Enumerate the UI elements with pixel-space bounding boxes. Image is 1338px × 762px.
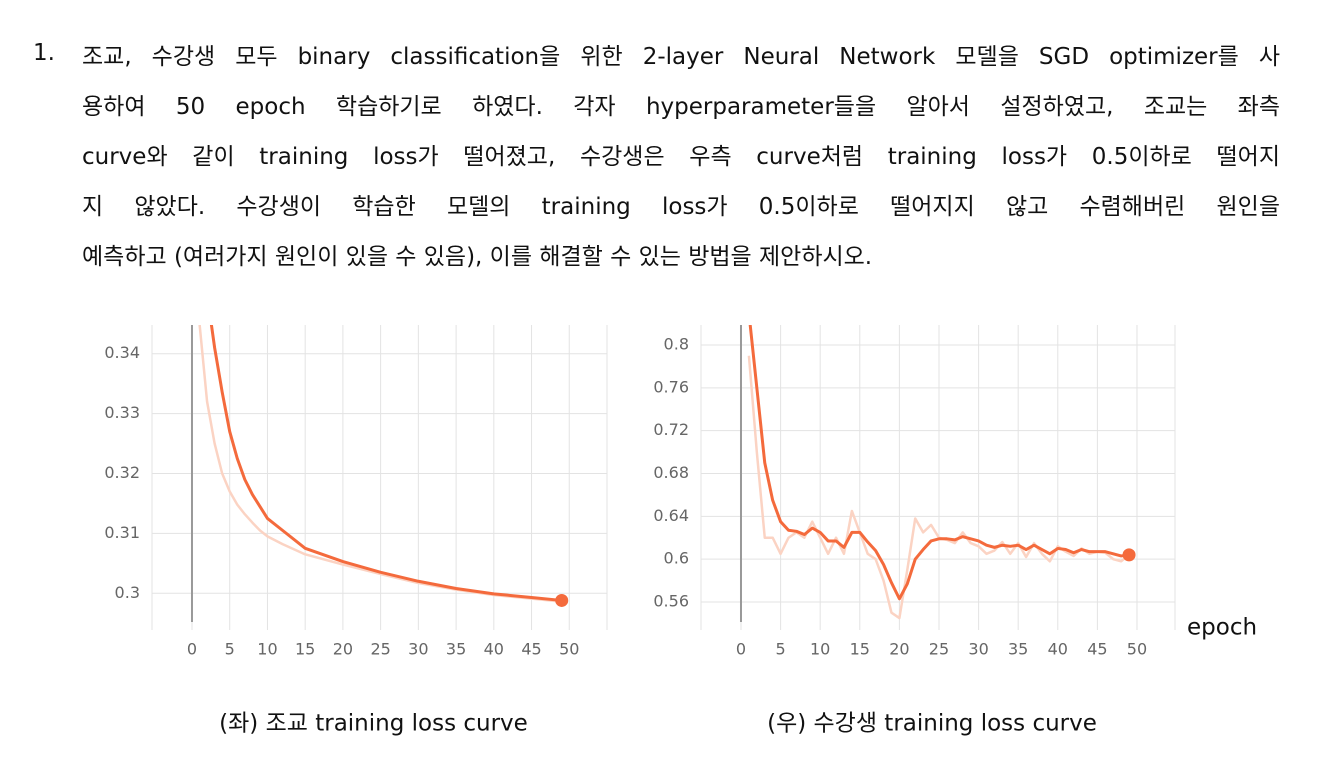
x-tick-label: 40	[484, 640, 504, 659]
x-tick-label: 45	[521, 640, 541, 659]
y-tick-label: 0.32	[104, 463, 140, 482]
x-tick-label: 15	[850, 640, 870, 659]
chart-caption: (우) 수강생 training loss curve	[767, 711, 1097, 737]
y-tick-label: 0.31	[104, 523, 140, 542]
y-tick-label: 0.33	[104, 403, 140, 422]
x-tick-label: 15	[295, 640, 315, 659]
x-tick-label: 20	[333, 640, 353, 659]
x-tick-label: 10	[257, 640, 277, 659]
x-tick-label: 30	[968, 640, 988, 659]
y-tick-label: 0.8	[664, 335, 689, 354]
y-tick-label: 0.3	[115, 583, 140, 602]
x-tick-label: 20	[889, 640, 909, 659]
x-tick-label: 50	[1127, 640, 1147, 659]
x-tick-label: 35	[1008, 640, 1028, 659]
end-marker	[555, 593, 569, 607]
y-tick-label: 0.6	[664, 549, 689, 568]
end-marker	[1122, 548, 1136, 562]
loss-line	[209, 325, 562, 602]
loss-line	[748, 325, 1130, 601]
y-tick-label: 0.64	[653, 506, 689, 525]
x-tick-label: 0	[187, 640, 197, 659]
question-text: 조교, 수강생 모두 binary classification을 위한 2-l…	[82, 40, 1280, 290]
x-tick-label: 40	[1048, 640, 1068, 659]
question-line: 지 않았다. 수강생이 학습한 모델의 training loss가 0.5이하…	[82, 194, 1280, 220]
y-tick-label: 0.72	[653, 420, 689, 439]
question-line: 조교, 수강생 모두 binary classification을 위한 2-l…	[82, 44, 1280, 70]
question-line: curve와 같이 training loss가 떨어졌고, 수강생은 우측 c…	[82, 144, 1280, 170]
chart: 0.56 0.6 0.64 0.68 0.72 0.76 0.8 0 5 10 15 20 25 30 35…	[653, 325, 1257, 737]
chart: 0.3 0.31 0.32 0.33 0.34 0 5 10 15 20 25 30 35 40 45 50 (…	[104, 325, 608, 737]
x-tick-label: 45	[1087, 640, 1107, 659]
x-tick-label: 5	[225, 640, 235, 659]
y-tick-label: 0.68	[653, 463, 689, 482]
x-tick-label: 5	[776, 640, 786, 659]
chart-caption: (좌) 조교 training loss curve	[219, 711, 528, 737]
y-tick-label: 0.56	[653, 591, 689, 610]
x-tick-label: 35	[446, 640, 466, 659]
y-tick-label: 0.76	[653, 377, 689, 396]
x-tick-label: 25	[929, 640, 949, 659]
y-tick-label: 0.34	[104, 343, 140, 362]
x-tick-label: 0	[736, 640, 746, 659]
question-line: 예측하고 (여러가지 원인이 있을 수 있음), 이를 해결할 수 있는 방법을…	[82, 244, 873, 270]
x-tick-label: 10	[810, 640, 830, 659]
x-axis-label: epoch	[1187, 615, 1257, 641]
question-line: 용하여 50 epoch 학습하기로 하였다. 각자 hyperparamete…	[82, 94, 1280, 120]
question-number: 1.	[33, 40, 55, 66]
x-tick-label: 50	[559, 640, 579, 659]
x-tick-label: 25	[370, 640, 390, 659]
x-tick-label: 30	[408, 640, 428, 659]
